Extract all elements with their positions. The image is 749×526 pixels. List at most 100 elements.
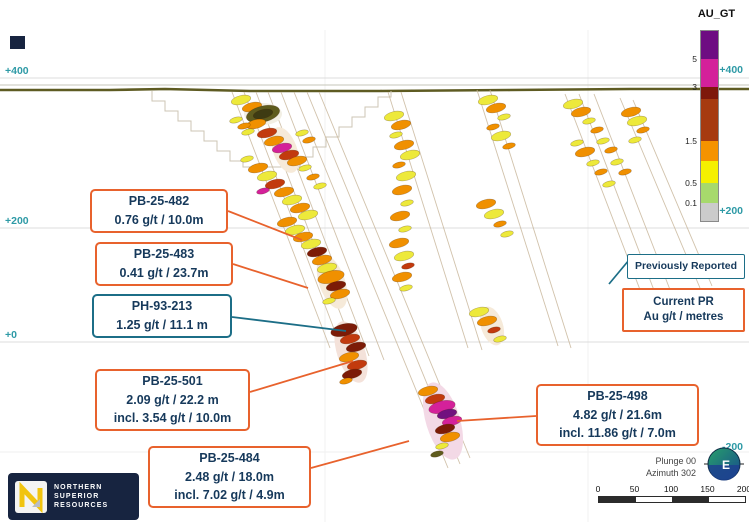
current-pr-box: Current PR Au g/t / metres — [622, 288, 745, 332]
drill-interval-disc — [477, 94, 499, 106]
drill-interval-disc — [570, 139, 584, 147]
drill-interval-disc — [610, 158, 624, 166]
scale-segment — [635, 497, 672, 502]
callout-line: 0.41 g/t / 23.7m — [119, 266, 209, 280]
drill-trace — [476, 89, 559, 347]
leader-line — [231, 316, 347, 332]
drill-interval-disc — [292, 231, 314, 243]
drill-interval-disc — [230, 94, 252, 106]
legend-tick-label: 1.5 — [685, 136, 697, 146]
drill-trace — [489, 89, 572, 349]
leader-line — [456, 415, 537, 422]
drill-interval-disc — [468, 306, 490, 318]
drill-interval-disc — [602, 180, 616, 188]
drill-interval-disc — [389, 210, 411, 222]
current-pr-label: Current PR — [653, 296, 714, 308]
drill-interval-disc — [574, 146, 596, 158]
scale-label: 50 — [629, 484, 640, 494]
plunge-value: Plunge 00 — [655, 456, 696, 466]
callout-line: PB-25-501 — [142, 373, 203, 388]
elevation-label: +200 — [719, 205, 743, 217]
callout-line: incl. 3.54 g/t / 10.0m — [113, 411, 232, 426]
callout-pb-25-483: PB-25-483 0.41 g/t / 23.7m — [95, 242, 233, 286]
drill-interval-disc — [289, 202, 311, 214]
drill-interval-disc — [256, 187, 270, 195]
previously-reported-label: Previously Reported — [634, 260, 738, 272]
callout-line: PB-25-483 — [133, 247, 195, 262]
legend-title: AU_GT — [697, 8, 736, 20]
scale-label: 200 — [736, 484, 749, 494]
drill-interval-disc — [636, 126, 650, 134]
drill-interval-disc — [311, 254, 333, 266]
elevation-label: +0 — [5, 329, 17, 341]
scale-segment — [708, 497, 745, 502]
drill-interval-disc — [341, 368, 363, 380]
legend-segment — [701, 87, 718, 99]
callout-pb-25-498: PB-25-498 4.82 g/t / 21.6m incl. 11.86 g/t… — [536, 384, 699, 446]
drill-interval-disc — [393, 139, 415, 151]
legend-segment — [701, 59, 718, 87]
orientation-globe-icon: E — [704, 447, 744, 481]
globe-lower-hemisphere — [708, 465, 740, 481]
drill-interval-disc — [306, 173, 320, 181]
drill-interval-disc — [582, 117, 596, 125]
drill-interval-disc — [626, 115, 648, 127]
grade-legend: AU_GT 5 3 1.5 0.5 0.1 — [680, 8, 746, 238]
drill-interval-disc — [399, 149, 421, 161]
drill-interval-disc — [263, 135, 285, 147]
logo-line: SUPERIOR — [54, 493, 100, 500]
drill-interval-disc — [345, 341, 367, 353]
drill-interval-disc — [399, 284, 413, 292]
drill-interval-disc — [618, 168, 632, 176]
drill-interval-disc — [389, 131, 403, 139]
drill-trace — [400, 91, 483, 351]
drill-interval-disc — [339, 377, 353, 385]
drill-interval-disc — [329, 288, 351, 300]
drill-interval-disc — [596, 137, 610, 145]
legend-tick-label: 0.5 — [685, 178, 697, 188]
callout-pb-25-482: PB-25-482 0.76 g/t / 10.0m — [90, 189, 228, 233]
scale-label: 150 — [700, 484, 715, 494]
company-logo: NORTHERN SUPERIOR RESOURCES — [8, 473, 139, 520]
drill-interval-disc — [400, 199, 414, 207]
legend-tick-label: 5 — [692, 54, 697, 64]
callout-ph-93-213: PH-93-213 1.25 g/t / 11.1 m — [92, 294, 232, 338]
drill-interval-disc — [435, 442, 449, 450]
logo-n-icon — [15, 480, 47, 513]
leader-line — [232, 263, 309, 289]
callout-line: PB-25-484 — [199, 450, 260, 465]
callout-line: 1.25 g/t / 11.1 m — [116, 318, 208, 332]
drill-interval-disc — [620, 106, 642, 118]
legend-segment — [701, 183, 718, 203]
east-label: E — [722, 458, 730, 472]
drill-interval-disc — [434, 423, 456, 435]
drill-interval-disc — [502, 142, 516, 150]
callout-line: 0.76 g/t / 10.0m — [114, 213, 204, 227]
drill-interval-disc — [493, 220, 507, 228]
logo-text: NORTHERN SUPERIOR RESOURCES — [54, 483, 108, 510]
current-pr-units: Au g/t / metres — [643, 311, 724, 323]
drill-interval-disc — [590, 126, 604, 134]
drill-interval-disc — [306, 246, 328, 258]
drill-interval-disc — [500, 230, 514, 238]
legend-tick-label: 3 — [692, 82, 697, 92]
drill-interval-disc — [256, 127, 278, 139]
plunge-azimuth-text: Plunge 00 Azimuth 302 — [616, 456, 696, 479]
drill-trace — [280, 91, 385, 361]
legend-colorbar — [700, 30, 719, 222]
drill-interval-disc — [256, 170, 278, 182]
drill-interval-disc — [322, 297, 336, 305]
drill-interval-disc — [297, 209, 319, 221]
drill-interval-disc — [476, 315, 498, 327]
leader-line — [249, 360, 354, 393]
drill-interval-disc — [276, 216, 298, 228]
drill-interval-disc — [393, 250, 415, 262]
drill-interval-disc — [302, 136, 316, 144]
callout-pb-25-501: PB-25-501 2.09 g/t / 22.2 m incl. 3.54 g/t… — [95, 369, 250, 431]
leader-line — [227, 210, 303, 241]
drill-interval-disc — [391, 184, 413, 196]
drill-interval-disc — [237, 122, 251, 130]
drill-interval-disc — [313, 182, 327, 190]
corner-marker — [10, 36, 25, 49]
legend-tick-label: 0.1 — [685, 198, 697, 208]
